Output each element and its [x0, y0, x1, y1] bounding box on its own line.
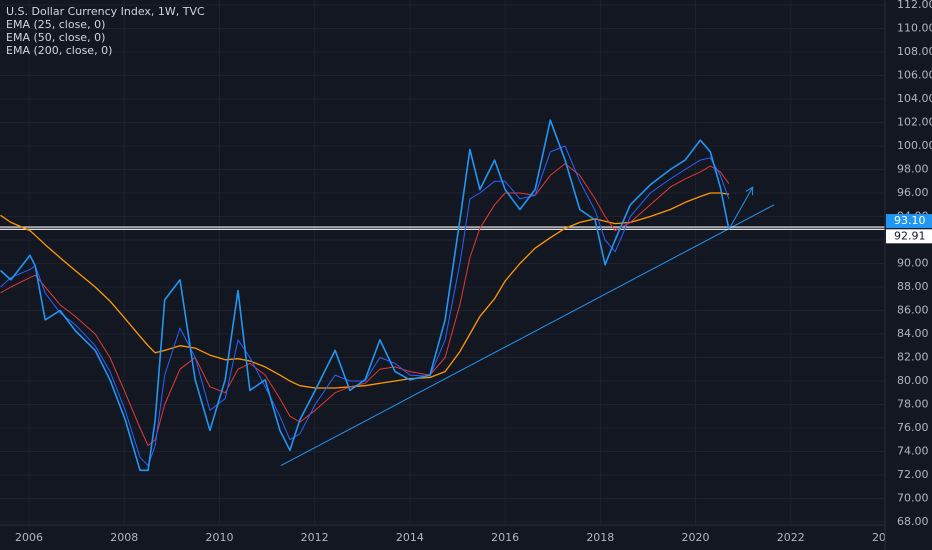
price-axis: 68.00 70.00 72.00 74.00 76.00 78.00 80.00 82.00…: [886, 0, 932, 528]
y-tick-label: 72.00: [897, 468, 929, 481]
x-tick-label: 2008: [110, 531, 138, 544]
x-tick-label: 2012: [301, 531, 329, 544]
y-tick-label: 98.00: [897, 163, 929, 176]
y-tick-label: 96.00: [897, 186, 929, 199]
y-tick-label: 106.00: [897, 69, 932, 82]
y-tick-label: 74.00: [897, 444, 929, 457]
plot: [0, 119, 885, 472]
y-tick-label: 110.00: [897, 22, 932, 35]
y-tick-label: 78.00: [897, 397, 929, 410]
y-tick-label: 80.00: [897, 374, 929, 387]
x-tick-label: 2010: [205, 531, 233, 544]
legend-entry: EMA (200, close, 0): [6, 44, 112, 57]
y-tick-label: 108.00: [897, 45, 932, 58]
y-tick-label: 88.00: [897, 280, 929, 293]
y-tick-label: 84.00: [897, 327, 929, 340]
price-label: 92.91: [894, 229, 926, 242]
y-tick-label: 100.00: [897, 139, 932, 152]
x-tick-label: 2014: [396, 531, 424, 544]
y-tick-label: 76.00: [897, 421, 929, 434]
y-tick-label: 102.00: [897, 116, 932, 129]
legend-entry: U.S. Dollar Currency Index, 1W, TVC: [6, 5, 205, 18]
y-tick-label: 86.00: [897, 303, 929, 316]
series-line: [0, 119, 730, 472]
series-line: [0, 192, 729, 389]
price-label-box: [886, 229, 932, 244]
arrow-line: [728, 186, 754, 230]
y-tick-label: 70.00: [897, 491, 929, 504]
x-tick-label: 2020: [682, 531, 710, 544]
y-tick-label: 112.00: [897, 0, 932, 11]
x-tick-label: 2022: [777, 531, 805, 544]
legend-entry: EMA (50, close, 0): [6, 31, 105, 44]
arrow-head: [745, 186, 754, 196]
trend-line: [280, 204, 775, 467]
price-label: 93.10: [894, 214, 926, 227]
price-axis-panel: [885, 0, 932, 550]
grid: [0, 0, 887, 525]
price-label-box: [886, 214, 932, 229]
y-tick-label: 90.00: [897, 256, 929, 269]
time-axis-panel: [0, 525, 932, 550]
y-tick-label: 104.00: [897, 92, 932, 105]
y-tick-label: 68.00: [897, 515, 929, 528]
series-line: [0, 145, 730, 467]
x-tick-label: 2006: [15, 531, 43, 544]
x-tick-label: 2016: [491, 531, 519, 544]
legend-entry: EMA (25, close, 0): [6, 18, 105, 31]
y-tick-label: 82.00: [897, 350, 929, 363]
x-tick-label: 2018: [586, 531, 614, 544]
